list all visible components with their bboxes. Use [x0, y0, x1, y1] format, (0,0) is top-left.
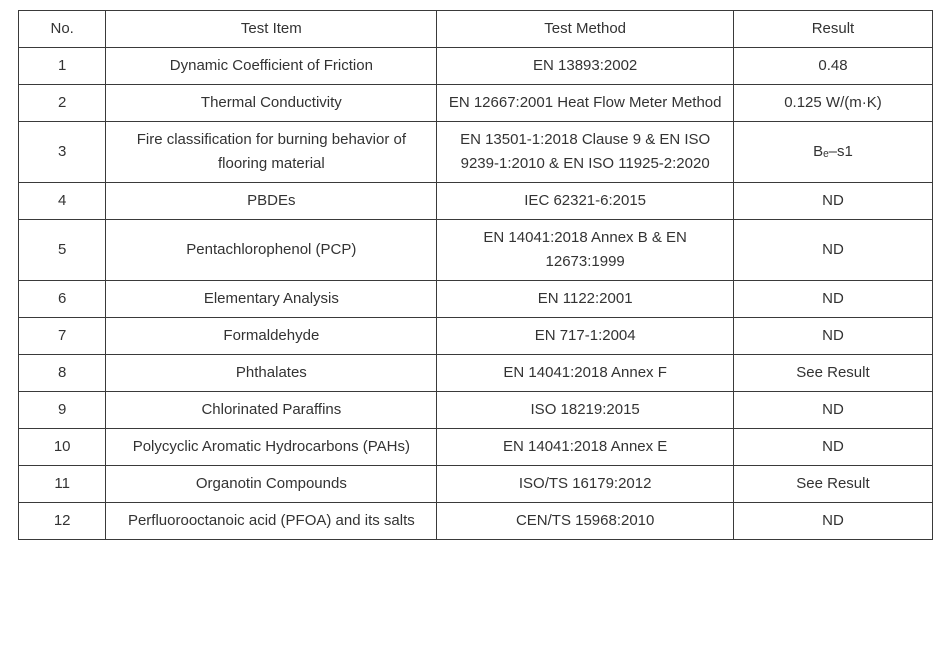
cell-method: EN 717-1:2004: [437, 318, 734, 355]
cell-no: 6: [19, 281, 106, 318]
table-row: 7 Formaldehyde EN 717-1:2004 ND: [19, 318, 933, 355]
cell-no: 11: [19, 466, 106, 503]
test-results-table-container: No. Test Item Test Method Result 1 Dynam…: [0, 0, 951, 558]
col-header-no: No.: [19, 11, 106, 48]
table-row: 2 Thermal Conductivity EN 12667:2001 Hea…: [19, 85, 933, 122]
table-row: 3 Fire classification for burning behavi…: [19, 122, 933, 183]
cell-item: Thermal Conductivity: [106, 85, 437, 122]
test-results-table: No. Test Item Test Method Result 1 Dynam…: [18, 10, 933, 540]
col-header-item: Test Item: [106, 11, 437, 48]
cell-item: Chlorinated Paraffins: [106, 392, 437, 429]
cell-result: ND: [733, 503, 932, 540]
cell-item: Fire classification for burning behavior…: [106, 122, 437, 183]
table-row: 12 Perfluorooctanoic acid (PFOA) and its…: [19, 503, 933, 540]
col-header-method: Test Method: [437, 11, 734, 48]
table-header: No. Test Item Test Method Result: [19, 11, 933, 48]
cell-method: EN 13893:2002: [437, 48, 734, 85]
cell-method: EN 13501-1:2018 Clause 9 & EN ISO 9239-1…: [437, 122, 734, 183]
table-row: 11 Organotin Compounds ISO/TS 16179:2012…: [19, 466, 933, 503]
table-row: 5 Pentachlorophenol (PCP) EN 14041:2018 …: [19, 220, 933, 281]
cell-no: 3: [19, 122, 106, 183]
cell-result: See Result: [733, 355, 932, 392]
cell-result: ND: [733, 429, 932, 466]
table-row: 8 Phthalates EN 14041:2018 Annex F See R…: [19, 355, 933, 392]
cell-no: 4: [19, 183, 106, 220]
cell-no: 12: [19, 503, 106, 540]
table-body: 1 Dynamic Coefficient of Friction EN 138…: [19, 48, 933, 540]
cell-no: 5: [19, 220, 106, 281]
cell-result: ND: [733, 183, 932, 220]
table-row: 1 Dynamic Coefficient of Friction EN 138…: [19, 48, 933, 85]
cell-item: Perfluorooctanoic acid (PFOA) and its sa…: [106, 503, 437, 540]
cell-method: EN 14041:2018 Annex B & EN 12673:1999: [437, 220, 734, 281]
cell-method: ISO/TS 16179:2012: [437, 466, 734, 503]
cell-no: 10: [19, 429, 106, 466]
table-header-row: No. Test Item Test Method Result: [19, 11, 933, 48]
table-row: 10 Polycyclic Aromatic Hydrocarbons (PAH…: [19, 429, 933, 466]
cell-result: See Result: [733, 466, 932, 503]
cell-item: Elementary Analysis: [106, 281, 437, 318]
cell-method: EN 14041:2018 Annex F: [437, 355, 734, 392]
cell-item: Polycyclic Aromatic Hydrocarbons (PAHs): [106, 429, 437, 466]
cell-no: 7: [19, 318, 106, 355]
cell-method: EN 12667:2001 Heat Flow Meter Method: [437, 85, 734, 122]
cell-item: Dynamic Coefficient of Friction: [106, 48, 437, 85]
cell-result: 0.48: [733, 48, 932, 85]
table-row: 4 PBDEs IEC 62321-6:2015 ND: [19, 183, 933, 220]
cell-item: Pentachlorophenol (PCP): [106, 220, 437, 281]
cell-no: 2: [19, 85, 106, 122]
cell-no: 1: [19, 48, 106, 85]
cell-item: Formaldehyde: [106, 318, 437, 355]
cell-item: Phthalates: [106, 355, 437, 392]
cell-result: ND: [733, 318, 932, 355]
cell-item: Organotin Compounds: [106, 466, 437, 503]
cell-item: PBDEs: [106, 183, 437, 220]
cell-method: EN 1122:2001: [437, 281, 734, 318]
table-row: 9 Chlorinated Paraffins ISO 18219:2015 N…: [19, 392, 933, 429]
cell-result: ND: [733, 392, 932, 429]
cell-no: 8: [19, 355, 106, 392]
cell-result: ND: [733, 220, 932, 281]
cell-result: 0.125 W/(m·K): [733, 85, 932, 122]
col-header-result: Result: [733, 11, 932, 48]
cell-method: EN 14041:2018 Annex E: [437, 429, 734, 466]
cell-method: CEN/TS 15968:2010: [437, 503, 734, 540]
cell-result: ND: [733, 281, 932, 318]
table-row: 6 Elementary Analysis EN 1122:2001 ND: [19, 281, 933, 318]
cell-method: IEC 62321-6:2015: [437, 183, 734, 220]
cell-method: ISO 18219:2015: [437, 392, 734, 429]
cell-result: Bₑ–s1: [733, 122, 932, 183]
cell-no: 9: [19, 392, 106, 429]
